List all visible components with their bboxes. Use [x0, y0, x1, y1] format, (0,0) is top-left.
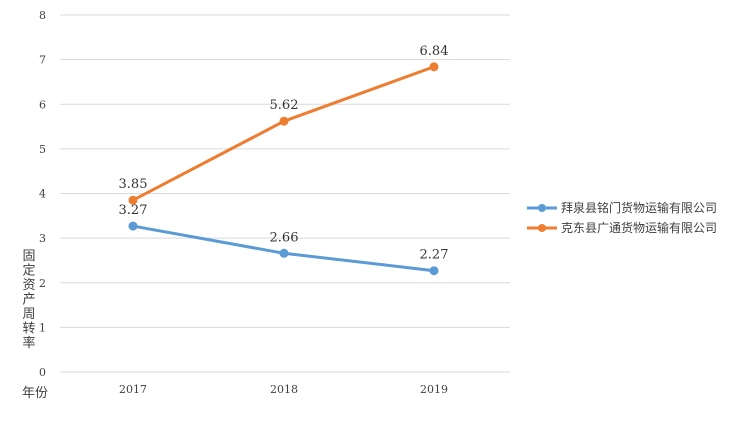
y-tick-label: 2 — [39, 277, 46, 290]
series-line — [131, 65, 436, 202]
data-labels: 3.27 2.66 2.27 3.85 5.62 6.84 — [119, 44, 449, 263]
y-tick-label: 0 — [39, 366, 46, 379]
data-point — [429, 62, 439, 72]
legend-label: 拜泉县铭门货物运输有限公司 — [561, 200, 717, 215]
x-axis-ticks: 2017 2018 2019 — [119, 383, 448, 396]
legend-label: 克东县广通货物运输有限公司 — [561, 220, 717, 235]
data-label: 2.27 — [420, 248, 449, 263]
gridlines — [60, 14, 510, 373]
data-point — [128, 195, 138, 205]
x-tick-label: 2018 — [270, 383, 298, 396]
series-group — [128, 62, 439, 276]
data-point — [279, 248, 289, 258]
data-label: 6.84 — [420, 44, 449, 59]
x-tick-label: 2019 — [420, 383, 448, 396]
x-tick-label: 2017 — [119, 383, 147, 396]
data-label: 2.66 — [270, 230, 299, 245]
y-tick-label: 6 — [39, 98, 46, 111]
data-label: 3.27 — [119, 203, 148, 218]
data-label: 5.62 — [270, 98, 299, 113]
legend-marker — [538, 204, 546, 212]
y-tick-label: 1 — [39, 321, 46, 334]
y-axis-ticks: 0 1 2 3 4 5 6 7 8 — [39, 9, 46, 379]
y-axis-title: 固定资产周转率 — [22, 249, 35, 351]
x-axis-title: 年份 — [22, 386, 48, 401]
y-tick-label: 5 — [39, 143, 46, 156]
y-tick-label: 8 — [39, 9, 46, 22]
data-point — [128, 221, 138, 231]
data-point — [429, 266, 439, 276]
y-tick-label: 3 — [39, 232, 46, 245]
legend-marker — [538, 224, 546, 232]
y-tick-label: 7 — [39, 54, 46, 67]
data-point — [279, 116, 289, 126]
data-label: 3.85 — [119, 177, 148, 192]
y-tick-label: 4 — [39, 188, 46, 201]
